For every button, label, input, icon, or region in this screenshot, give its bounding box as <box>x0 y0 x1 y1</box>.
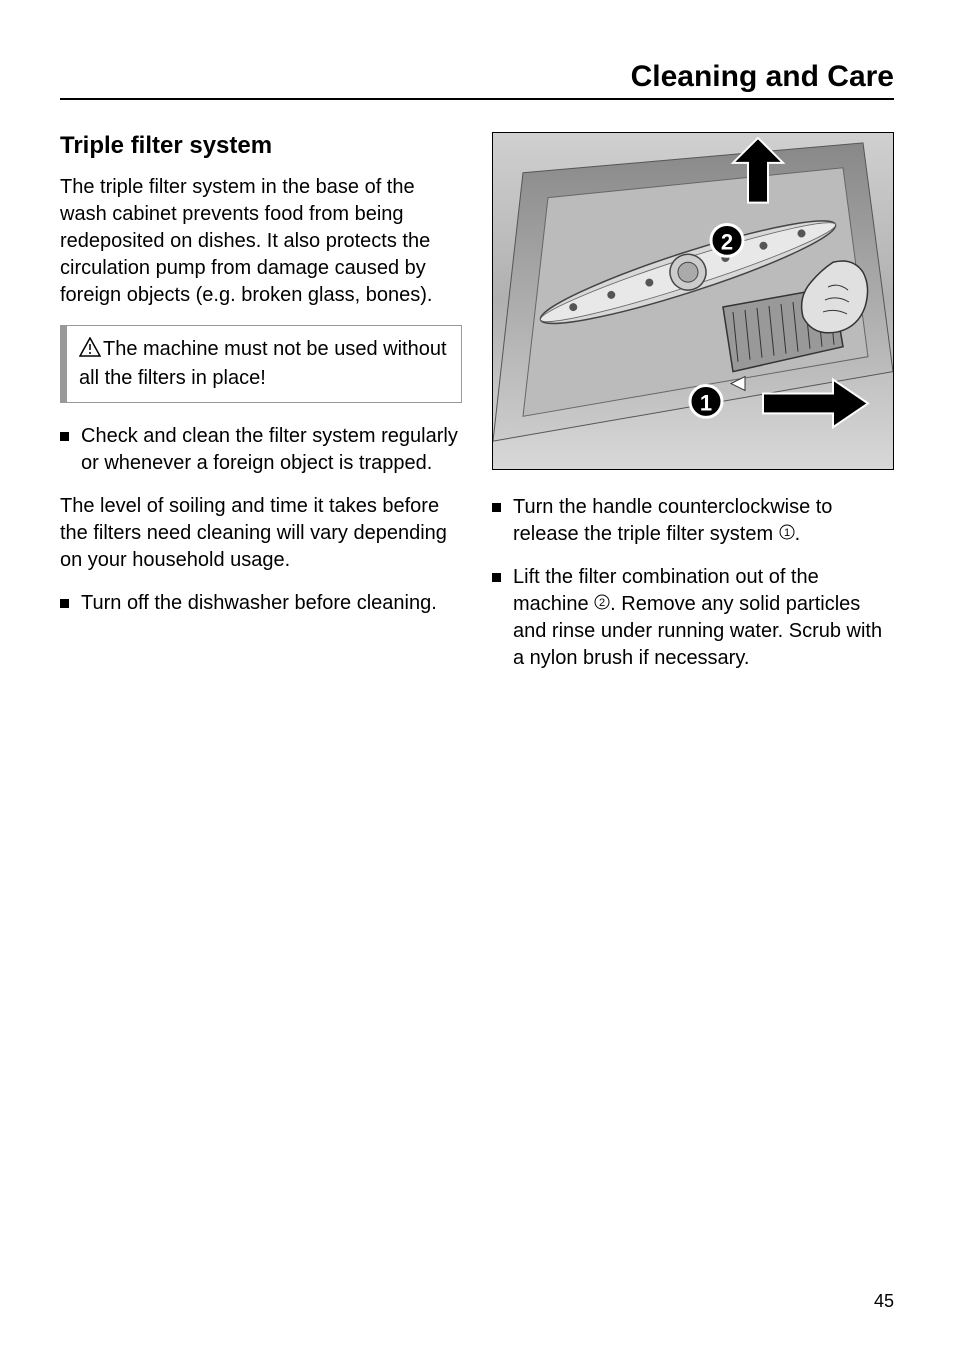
page-number: 45 <box>874 1291 894 1312</box>
illustration-label-2: 2 <box>721 229 733 254</box>
left-column: Triple filter system The triple filter s… <box>60 132 462 688</box>
illustration-label-1: 1 <box>700 390 712 415</box>
bullet-item: Lift the filter combination out of the m… <box>492 564 894 672</box>
bullet-text: Turn the handle counterclockwise to rele… <box>513 494 894 548</box>
right-column: 2 1 Turn the handle counterclockwise to … <box>492 132 894 688</box>
bullet-item: Turn off the dishwasher before cleaning. <box>60 590 462 617</box>
intro-paragraph: The triple filter system in the base of … <box>60 174 462 309</box>
section-title: Triple filter system <box>60 132 462 160</box>
warning-box: The machine must not be used without all… <box>60 325 462 403</box>
bullet-square-icon <box>492 573 501 582</box>
svg-text:2: 2 <box>599 597 605 609</box>
bullet-item: Turn the handle counterclockwise to rele… <box>492 494 894 548</box>
body-paragraph: The level of soiling and time it takes b… <box>60 493 462 574</box>
bullet-square-icon <box>492 503 501 512</box>
bullet-text: Lift the filter combination out of the m… <box>513 564 894 672</box>
circled-number-1-icon: 1 <box>779 521 795 548</box>
circled-number-2-icon: 2 <box>594 591 610 618</box>
bullet-text: Check and clean the filter system regula… <box>81 423 462 477</box>
bullet-item: Check and clean the filter system regula… <box>60 423 462 477</box>
bullet-text: Turn off the dishwasher before cleaning. <box>81 590 437 617</box>
filter-illustration: 2 1 <box>492 132 894 470</box>
warning-triangle-icon <box>79 337 101 365</box>
bullet-square-icon <box>60 599 69 608</box>
warning-text: The machine must not be used without all… <box>79 338 447 389</box>
bullet-square-icon <box>60 432 69 441</box>
svg-text:1: 1 <box>784 527 790 539</box>
page-header-title: Cleaning and Care <box>60 60 894 100</box>
